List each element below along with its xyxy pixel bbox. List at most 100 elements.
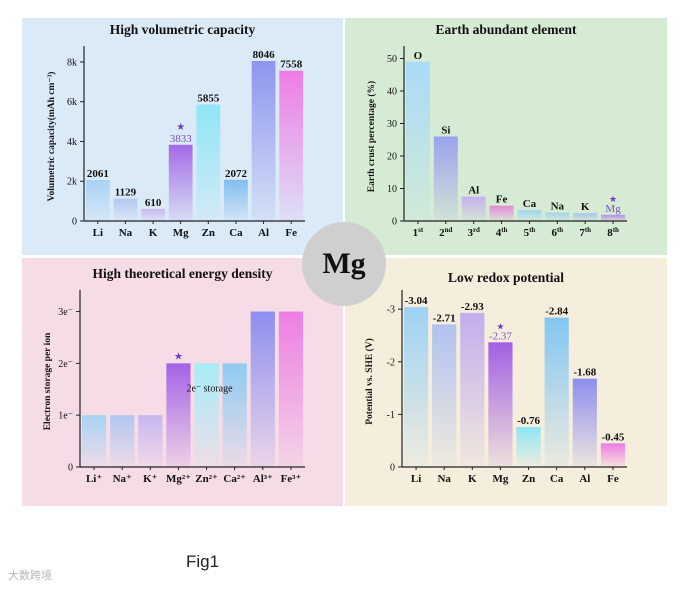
data-label: 2072	[225, 168, 248, 180]
bar-earth	[405, 61, 430, 221]
x-tick-label: Mg	[492, 473, 508, 485]
x-tick-label: Zn	[522, 473, 535, 485]
data-label: -2.37	[489, 330, 512, 342]
bar-label: Na	[551, 201, 565, 213]
bar-earth	[601, 214, 626, 221]
x-tick-label: 6th	[551, 226, 563, 239]
bar-earth	[489, 205, 514, 221]
y-tick-label: 0	[68, 463, 73, 474]
annotation: 2e⁻ storage	[186, 383, 233, 394]
data-label: 610	[145, 197, 162, 209]
y-tick-label: 50	[387, 54, 397, 65]
x-tick-label: 2nd	[439, 226, 452, 239]
ordinal-number: 8	[607, 227, 613, 239]
ordinal-number: 6	[551, 227, 557, 239]
bar-earth	[573, 213, 598, 221]
data-label: -0.45	[601, 431, 624, 443]
bar-redox	[572, 378, 597, 467]
x-tick-label: Zn²⁺	[195, 473, 218, 485]
bar-label: Fe	[496, 194, 508, 206]
bar-energy	[194, 363, 219, 467]
x-tick-label: K	[468, 473, 477, 485]
bar-redox	[516, 427, 541, 467]
bar-label: O	[414, 50, 423, 62]
x-tick-label: 5th	[524, 226, 536, 239]
data-label: 7558	[280, 59, 303, 71]
y-tick-label: 4k	[67, 137, 77, 148]
y-tick-label: 0	[72, 217, 77, 228]
x-tick-label: Ca²⁺	[223, 473, 246, 485]
y-axis-label: Earth crust percentage (%)	[366, 81, 377, 192]
ordinal-number: 4	[496, 227, 502, 239]
ordinal-number: 5	[524, 227, 530, 239]
ordinal-suffix: th	[501, 226, 507, 234]
highlight-star: ★	[496, 321, 504, 331]
chart-vol: 0 2k 4k 6k 8k Li Na K Mg Zn Ca Al Fe Volumetric capac…	[46, 46, 305, 239]
y-tick-label: -1	[387, 410, 395, 421]
y-tick-label: 2k	[67, 177, 77, 188]
bar-redox	[544, 317, 569, 467]
center-label: Mg	[322, 247, 366, 280]
y-tick-label: -3	[387, 305, 395, 316]
panel-title: High volumetric capacity	[109, 22, 256, 37]
data-label: 1129	[115, 187, 137, 199]
y-tick-label: 2e⁻	[58, 359, 73, 370]
x-tick-label: Na⁺	[113, 473, 132, 485]
panel-title: High theoretical energy density	[92, 266, 273, 281]
ordinal-suffix: st	[418, 226, 424, 234]
bar-vol	[85, 180, 110, 221]
bar-earth	[433, 136, 458, 221]
bar-energy	[278, 311, 304, 467]
x-tick-label: 8th	[607, 226, 619, 239]
bar-label: Mg	[605, 203, 621, 215]
highlight-star: ★	[176, 122, 185, 133]
data-label: -2.84	[545, 306, 568, 318]
ordinal-suffix: nd	[445, 226, 453, 234]
x-tick-label: Mg	[173, 227, 189, 239]
bar-vol	[168, 144, 193, 221]
bar-redox	[403, 307, 429, 467]
y-tick-label: 3e⁻	[58, 307, 73, 318]
ordinal-number: 7	[579, 227, 585, 239]
watermark: 大数跨境	[8, 569, 52, 582]
bar-redox	[460, 312, 485, 467]
x-tick-label: K⁺	[143, 473, 158, 485]
chart-redox: 0 -1 -2 -3 Li Na K Mg Zn Ca Al Fe Potential vs. SHE …	[364, 290, 627, 485]
x-tick-label: Ca	[550, 473, 564, 485]
x-tick-label: 4th	[496, 226, 508, 239]
bar-label: K	[581, 201, 590, 213]
x-tick-label: Mg²⁺	[166, 473, 191, 485]
bar-redox	[488, 342, 513, 467]
ordinal-number: 2	[439, 227, 445, 239]
bar-label: Ca	[523, 198, 537, 210]
data-label: 2061	[87, 168, 109, 180]
y-tick-label: -2	[387, 357, 395, 368]
ordinal-suffix: th	[585, 226, 591, 234]
data-label: 3833	[170, 133, 193, 145]
bar-vol	[251, 61, 276, 222]
chart-energy: 0 1e⁻ 2e⁻ 3e⁻ Li⁺ Na⁺ K⁺ Mg²⁺ Zn²⁺ Ca²⁺ Al³⁺ Fe³⁺ El…	[43, 290, 305, 485]
y-tick-label: 20	[387, 152, 397, 163]
ordinal-suffix: th	[557, 226, 563, 234]
y-axis-label: Electron storage per ion	[43, 332, 53, 430]
y-tick-label: 30	[387, 119, 397, 130]
y-tick-label: 10	[387, 184, 397, 195]
x-tick-label: Al	[579, 473, 590, 485]
bar-earth	[545, 212, 570, 221]
data-label: -1.68	[573, 367, 596, 379]
x-tick-label: K	[149, 227, 158, 239]
data-label: -2.93	[461, 301, 484, 313]
figure-caption: Fig1	[186, 552, 220, 571]
x-tick-label: 3rd	[467, 226, 480, 239]
highlight-star: ★	[174, 351, 183, 362]
bar-vol	[141, 208, 165, 221]
ordinal-number: 3	[467, 227, 473, 239]
x-tick-label: Fe	[607, 473, 619, 485]
y-tick-label: 8k	[67, 57, 77, 68]
bar-energy	[81, 415, 107, 467]
x-tick-label: Al	[258, 227, 269, 239]
bar-redox	[432, 324, 457, 467]
